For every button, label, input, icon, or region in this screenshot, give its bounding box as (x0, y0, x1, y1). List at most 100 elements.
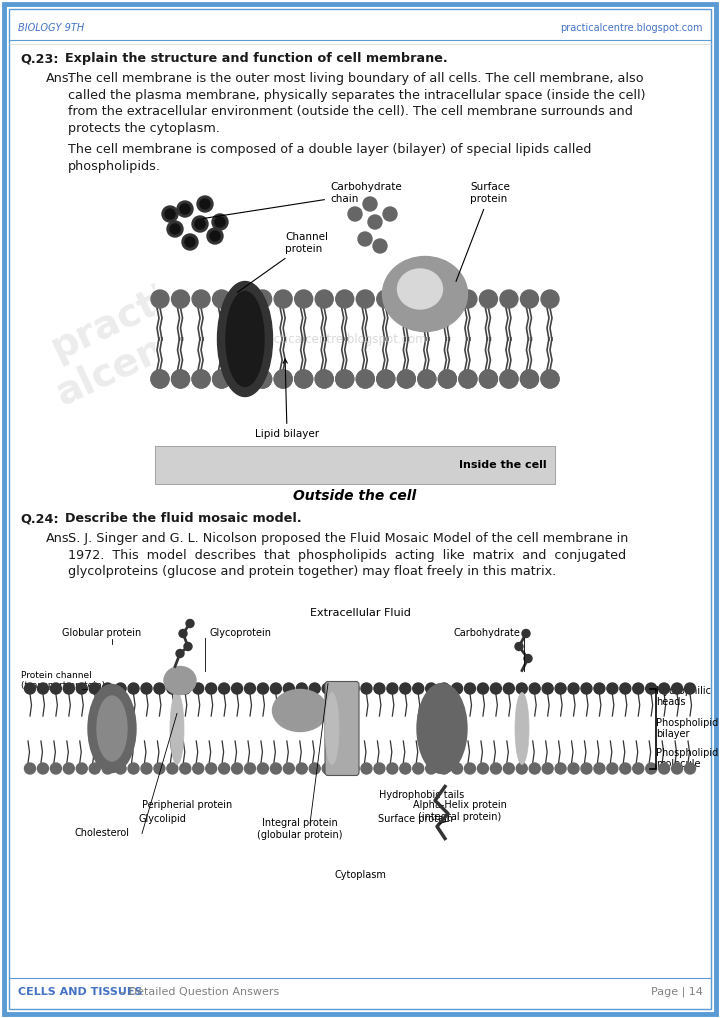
Text: practic
alcentre: practic alcentre (31, 263, 229, 413)
Circle shape (192, 370, 210, 388)
Circle shape (195, 219, 205, 229)
Circle shape (363, 197, 377, 211)
Circle shape (24, 764, 35, 774)
Ellipse shape (397, 269, 443, 309)
Circle shape (397, 370, 415, 388)
Circle shape (24, 683, 35, 694)
Circle shape (521, 370, 539, 388)
Circle shape (253, 370, 271, 388)
Circle shape (215, 217, 225, 227)
Circle shape (76, 764, 87, 774)
Circle shape (413, 764, 424, 774)
Text: Phospholipid
molecule: Phospholipid molecule (656, 747, 719, 770)
Circle shape (180, 764, 191, 774)
Circle shape (210, 231, 220, 241)
Circle shape (358, 232, 372, 246)
Circle shape (76, 683, 87, 694)
Circle shape (151, 290, 169, 308)
Text: Cytoplasm: Cytoplasm (334, 870, 386, 881)
Circle shape (177, 201, 193, 217)
Circle shape (480, 370, 498, 388)
Circle shape (413, 683, 424, 694)
Ellipse shape (325, 692, 339, 765)
Circle shape (219, 764, 230, 774)
Text: called the plasma membrane, physically separates the intracellular space (inside: called the plasma membrane, physically s… (68, 89, 646, 102)
Circle shape (568, 764, 579, 774)
Circle shape (151, 370, 169, 388)
Text: Phospholipid
bilayer: Phospholipid bilayer (656, 718, 719, 739)
Circle shape (232, 764, 243, 774)
Circle shape (335, 764, 346, 774)
Circle shape (171, 370, 189, 388)
Ellipse shape (226, 291, 264, 387)
Ellipse shape (170, 692, 184, 765)
Circle shape (459, 290, 477, 308)
Circle shape (581, 683, 592, 694)
Circle shape (594, 683, 605, 694)
Circle shape (646, 683, 657, 694)
Circle shape (296, 764, 307, 774)
Circle shape (490, 683, 501, 694)
Circle shape (63, 683, 74, 694)
Circle shape (232, 683, 243, 694)
Ellipse shape (417, 683, 467, 774)
Text: practicalcentre.blogspot.com: practicalcentre.blogspot.com (255, 333, 428, 345)
Circle shape (212, 370, 230, 388)
Text: The cell membrane is the outer most living boundary of all cells. The cell membr: The cell membrane is the outer most livi… (68, 72, 644, 84)
Circle shape (212, 370, 230, 388)
Circle shape (368, 215, 382, 229)
Circle shape (336, 370, 354, 388)
Text: Protein channel
(transport protein): Protein channel (transport protein) (21, 671, 105, 690)
Circle shape (89, 683, 100, 694)
Circle shape (503, 764, 514, 774)
Circle shape (348, 683, 359, 694)
Circle shape (594, 764, 605, 774)
Ellipse shape (382, 257, 467, 332)
Circle shape (176, 649, 184, 658)
Circle shape (233, 290, 251, 308)
Circle shape (207, 228, 223, 244)
Circle shape (186, 620, 194, 627)
Circle shape (245, 683, 256, 694)
Circle shape (193, 683, 204, 694)
Text: Globular protein: Globular protein (63, 628, 142, 638)
Circle shape (348, 207, 362, 221)
Circle shape (296, 683, 307, 694)
Circle shape (219, 683, 230, 694)
Circle shape (490, 764, 501, 774)
Text: Hydrophobic tails: Hydrophobic tails (379, 791, 464, 800)
Text: Hydrophilic
heads: Hydrophilic heads (656, 686, 711, 708)
Circle shape (542, 764, 553, 774)
Circle shape (179, 629, 187, 637)
Circle shape (274, 370, 292, 388)
Ellipse shape (97, 696, 127, 761)
Bar (155, 184, 555, 484)
Circle shape (50, 683, 61, 694)
Circle shape (685, 764, 696, 774)
Circle shape (271, 683, 282, 694)
Circle shape (167, 764, 178, 774)
Circle shape (400, 683, 411, 694)
Circle shape (503, 683, 514, 694)
Circle shape (115, 683, 126, 694)
Circle shape (315, 370, 333, 388)
Circle shape (607, 764, 618, 774)
Circle shape (89, 764, 100, 774)
Circle shape (212, 290, 230, 308)
Circle shape (182, 234, 198, 250)
Circle shape (541, 370, 559, 388)
Bar (22, 593, 698, 889)
Circle shape (387, 683, 398, 694)
Circle shape (233, 370, 251, 388)
Circle shape (607, 683, 618, 694)
Circle shape (162, 206, 178, 222)
Circle shape (568, 683, 579, 694)
Ellipse shape (88, 684, 136, 773)
Text: The cell membrane is composed of a double layer (bilayer) of special lipids call: The cell membrane is composed of a doubl… (68, 143, 591, 156)
Circle shape (180, 204, 190, 214)
Bar (155, 446, 555, 484)
Circle shape (672, 683, 683, 694)
Circle shape (521, 290, 539, 308)
Circle shape (377, 370, 395, 388)
Circle shape (271, 764, 282, 774)
